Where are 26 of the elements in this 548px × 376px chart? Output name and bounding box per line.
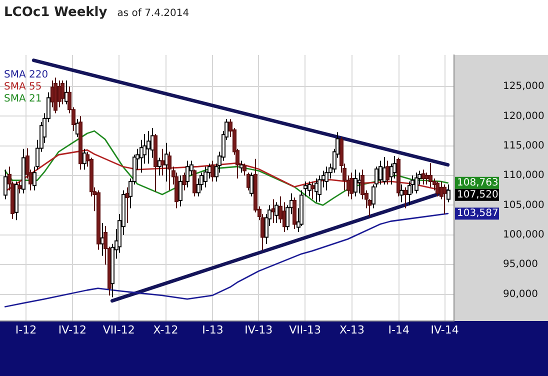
annotation: 107,520: [457, 189, 498, 200]
chart-title: LCOc1 Weekly: [4, 5, 108, 20]
x-tick-label: I-13: [202, 323, 224, 336]
y-tick-label: 90,000: [503, 288, 538, 300]
text: SMA 55: [4, 82, 42, 93]
x-tick-label: IV-13: [244, 323, 273, 336]
annotation: 108,763: [457, 177, 498, 188]
y-tick-label: 110,000: [503, 170, 544, 182]
x-tick-label: I-14: [388, 323, 410, 336]
x-tick-label: VII-13: [289, 323, 322, 336]
y-tick-label: 100,000: [503, 230, 544, 240]
x-tick-label: IV-12: [58, 323, 86, 336]
y-tick-label: 115,000: [503, 140, 544, 152]
text: SMA 220: [4, 70, 48, 81]
y-tick-label: 120,000: [503, 110, 544, 122]
x-tick-label: X-12: [153, 323, 178, 336]
x-tick-label: VII-12: [102, 323, 135, 336]
x-tick-label: I-12: [15, 323, 37, 336]
text: SMA 21: [4, 94, 42, 105]
annotation: 103,587: [457, 208, 498, 220]
chart-subtitle: as of 7.4.2014: [117, 8, 190, 19]
y-tick-label: 95,000: [503, 259, 538, 270]
x-tick-label: IV-14: [430, 323, 459, 336]
y-tick-label: 105,000: [503, 200, 544, 211]
x-tick-label: X-13: [339, 323, 364, 336]
y-tick-label: 125,000: [503, 81, 544, 92]
